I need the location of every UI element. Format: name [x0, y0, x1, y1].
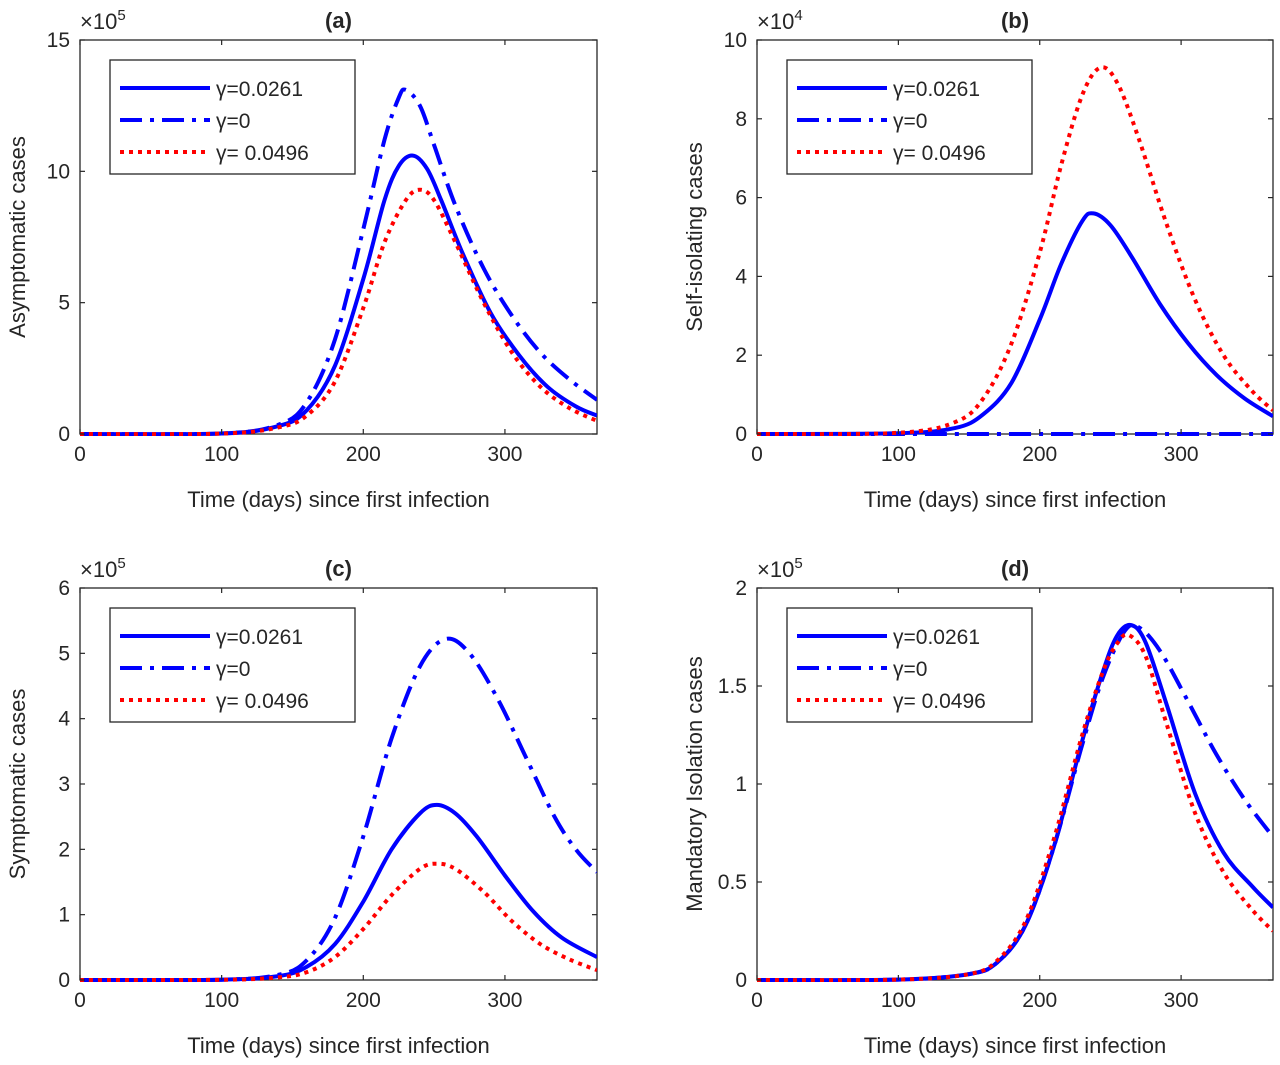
- x-tick-label: 0: [751, 989, 763, 1012]
- series-group: [757, 622, 1273, 982]
- legend-label: γ= 0.0496: [893, 142, 986, 165]
- series-line-3: [80, 861, 597, 982]
- y-tick-label: 0: [58, 423, 70, 446]
- legend-label: γ= 0.0496: [216, 142, 309, 165]
- y-tick-label: 5: [58, 292, 70, 315]
- legend-label: γ=0: [216, 110, 250, 133]
- series-group: [80, 636, 597, 982]
- x-axis-label: Time (days) since first infection: [864, 1033, 1166, 1058]
- y-axis-label: Asymptomatic cases: [5, 136, 30, 338]
- legend-label: γ= 0.0496: [216, 690, 309, 713]
- y-tick-label: 2: [735, 577, 747, 600]
- legend-label: γ=0.0261: [893, 626, 980, 649]
- series-line-3: [757, 632, 1273, 982]
- x-tick-label: 100: [204, 989, 239, 1012]
- x-tick-label: 100: [204, 443, 239, 466]
- legend: γ=0.0261 γ=0 γ= 0.0496: [786, 59, 1033, 175]
- x-tick-label: 0: [74, 989, 86, 1012]
- x-tick-label: 200: [1022, 989, 1057, 1012]
- x-axis-label: Time (days) since first infection: [187, 1033, 489, 1058]
- legend-frame: [786, 59, 1033, 175]
- series-line-2: [757, 622, 1273, 982]
- legend: γ=0.0261 γ=0 γ= 0.0496: [109, 607, 356, 723]
- panel-title: (d): [1001, 556, 1029, 581]
- y-tick-label: 0: [735, 423, 747, 446]
- y-tick-label: 8: [735, 108, 747, 131]
- y-tick-label: 0.5: [718, 871, 747, 894]
- y-tick-label: 4: [735, 265, 747, 288]
- x-tick-label: 300: [1164, 443, 1199, 466]
- y-tick-label: 3: [58, 773, 70, 796]
- legend-frame: [786, 607, 1033, 723]
- y-tick-label: 0: [735, 969, 747, 992]
- y-axis-label: Symptomatic cases: [5, 689, 30, 880]
- y-exponent-label: ×105: [80, 555, 126, 582]
- y-tick-label: 5: [58, 642, 70, 665]
- x-tick-label: 200: [346, 443, 381, 466]
- y-axis-label: Self-isolating cases: [682, 142, 707, 332]
- y-tick-label: 1: [58, 904, 70, 927]
- y-tick-label: 1: [735, 773, 747, 796]
- legend-label: γ=0.0261: [216, 78, 303, 101]
- legend-frame: [109, 59, 356, 175]
- y-axis-label: Mandatory Isolation cases: [682, 656, 707, 912]
- series-line-2: [80, 636, 597, 982]
- chart-panel-d: 0 100 200 300 0 0.5 1 1.5 2 ×105 (d) Time (days) si…: [682, 555, 1274, 1058]
- chart-panel-b: 0 100 200 300 0 2 4 6 8 10 ×104 (b) Time (days) sinc…: [682, 7, 1274, 512]
- x-tick-label: 300: [487, 443, 522, 466]
- x-tick-label: 0: [74, 443, 86, 466]
- legend-label: γ=0: [216, 658, 250, 681]
- y-tick-label: 6: [58, 577, 70, 600]
- y-tick-label: 1.5: [718, 675, 747, 698]
- x-tick-label: 200: [1022, 443, 1057, 466]
- y-exponent-label: ×105: [757, 555, 803, 582]
- y-tick-label: 2: [58, 838, 70, 861]
- y-tick-label: 6: [735, 187, 747, 210]
- x-tick-label: 0: [751, 443, 763, 466]
- legend-label: γ=0: [893, 110, 927, 133]
- x-tick-label: 300: [1164, 989, 1199, 1012]
- y-tick-label: 0: [58, 969, 70, 992]
- x-axis-label: Time (days) since first infection: [864, 487, 1166, 512]
- y-tick-label: 10: [724, 29, 747, 52]
- y-tick-label: 15: [47, 29, 70, 52]
- y-tick-label: 10: [47, 160, 70, 183]
- series-line-2: [80, 87, 597, 436]
- panel-title: (a): [325, 8, 352, 33]
- y-exponent-label: ×104: [757, 7, 803, 34]
- legend: γ=0.0261 γ=0 γ= 0.0496: [109, 59, 356, 175]
- x-axis-label: Time (days) since first infection: [187, 487, 489, 512]
- x-tick-label: 200: [346, 989, 381, 1012]
- legend-label: γ=0: [893, 658, 927, 681]
- series-group: [80, 87, 597, 436]
- panel-title: (b): [1001, 8, 1029, 33]
- x-tick-label: 100: [881, 443, 916, 466]
- legend-label: γ= 0.0496: [893, 690, 986, 713]
- x-tick-label: 100: [881, 989, 916, 1012]
- series-line-3: [80, 187, 597, 436]
- series-line-1: [80, 153, 597, 436]
- chart-panel-a: 0 100 200 300 0 5 10 15 ×105 (a) Time (days) since…: [5, 7, 598, 512]
- panel-title: (c): [325, 556, 352, 581]
- y-exponent-label: ×105: [80, 7, 126, 34]
- series-line-3: [757, 65, 1273, 436]
- legend-frame: [109, 607, 356, 723]
- legend-label: γ=0.0261: [216, 626, 303, 649]
- legend-label: γ=0.0261: [893, 78, 980, 101]
- x-tick-label: 300: [487, 989, 522, 1012]
- legend: γ=0.0261 γ=0 γ= 0.0496: [786, 607, 1033, 723]
- y-tick-label: 4: [58, 708, 70, 731]
- y-tick-label: 2: [735, 344, 747, 367]
- series-group: [757, 65, 1273, 436]
- chart-panel-c: 0 100 200 300 0 1 2 3 4 5 6 ×105 (c) Time (days) sinc…: [5, 555, 598, 1058]
- series-line-1: [757, 211, 1273, 436]
